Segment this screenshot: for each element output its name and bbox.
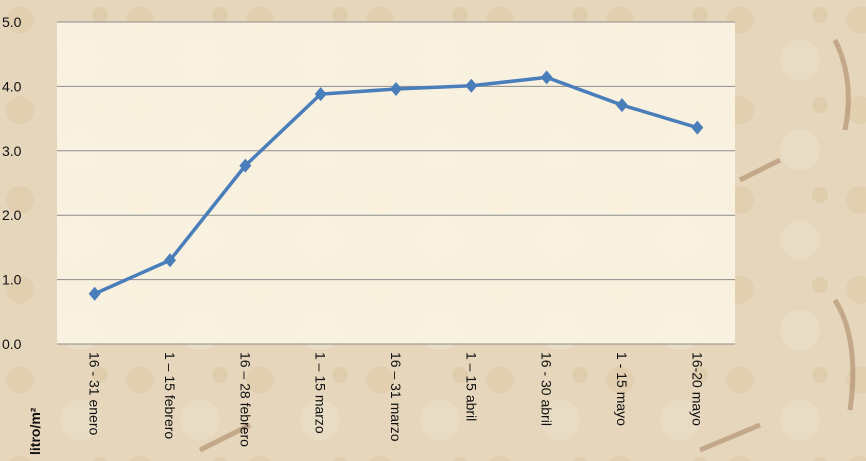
y-axis-title: litro/m² [27, 407, 43, 455]
y-tick-label: 1.0 [2, 272, 22, 288]
x-tick-label: 16 - 31 enero [87, 352, 103, 435]
marker [465, 78, 478, 93]
marker [540, 70, 553, 85]
plot-area [57, 22, 735, 344]
x-tick-label: 1 – 15 febrero [162, 352, 178, 439]
marker [239, 158, 252, 173]
x-tick-label: 16 - 30 abril [539, 352, 555, 426]
y-tick-label: 3.0 [2, 143, 22, 159]
x-tick-label: 1 - 15 mayo [614, 352, 630, 426]
marker [88, 286, 101, 301]
marker [691, 120, 704, 135]
y-tick-label: 0.0 [2, 336, 22, 352]
marker [616, 98, 628, 113]
y-tick-label: 4.0 [2, 78, 22, 94]
marker [390, 81, 402, 96]
marker [164, 253, 176, 268]
y-tick-label: 2.0 [2, 207, 22, 223]
x-tick-label: 16 – 28 febrero [237, 352, 253, 447]
x-tick-label: 16 – 31 marzo [388, 352, 404, 442]
y-tick-label: 5.0 [2, 14, 22, 30]
x-tick-label: 16-20 mayo [689, 352, 705, 426]
fossil-decoration [198, 38, 856, 453]
marker [314, 87, 327, 102]
x-tick-label: 1 – 15 abril [463, 352, 479, 421]
x-tick-label: 1 – 15 marzo [313, 352, 329, 434]
